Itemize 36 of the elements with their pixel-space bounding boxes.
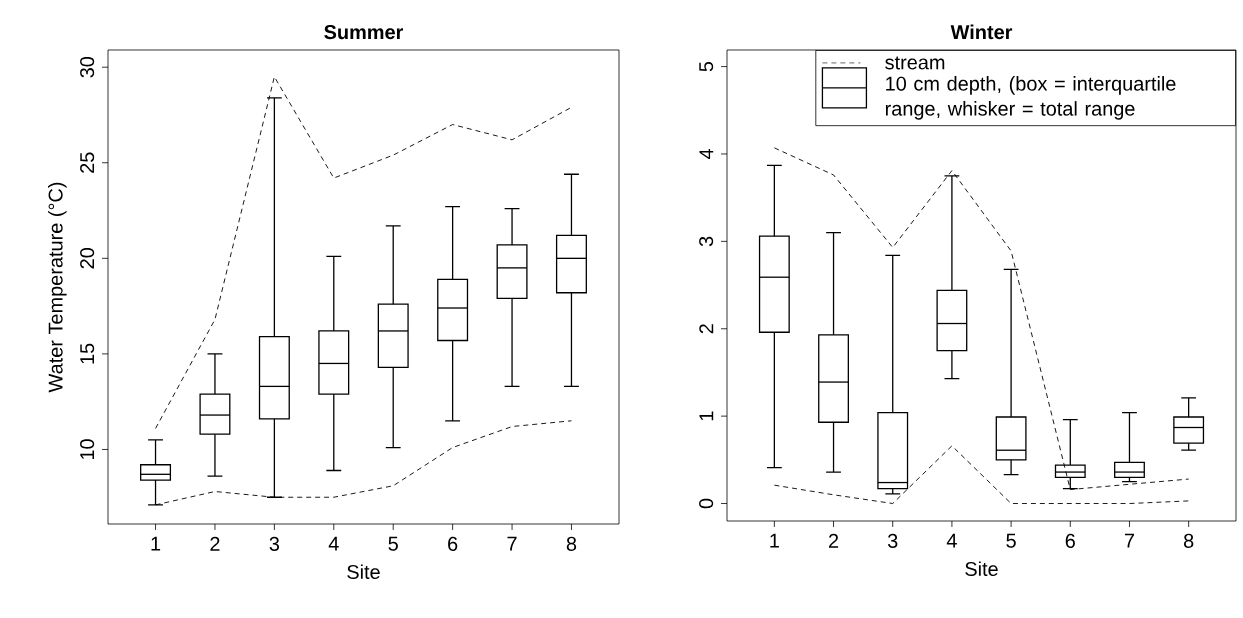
x-tick-label: 5	[1006, 533, 1016, 548]
x-tick-label: 6	[448, 536, 458, 551]
x-tick-label: 5	[388, 536, 398, 551]
x-tick-label: 1	[151, 536, 161, 551]
y-tick-label: 0	[699, 498, 714, 509]
legend-label: 10 cm depth, (box = interquartile range, whisker = total range	[885, 76, 1176, 120]
x-tick-label: 4	[946, 533, 957, 548]
x-tick-label: 7	[1124, 533, 1135, 548]
y-tick-label: 30	[80, 56, 95, 78]
x-tick-label: 7	[507, 536, 517, 551]
y-tick-label: 25	[80, 152, 95, 173]
chart-title: Winter	[950, 24, 1013, 40]
x-tick-label: 8	[1183, 533, 1194, 548]
y-tick-label: 20	[80, 248, 95, 269]
x-tick-label: 8	[566, 536, 577, 551]
x-tick-label: 6	[1065, 533, 1075, 548]
x-axis-title: Site	[347, 564, 380, 580]
chart-title: Summer	[324, 25, 404, 40]
line-series	[155, 76, 572, 429]
y-axis-title: Water Temperature (°C)	[48, 182, 67, 393]
y-tick-label: 2	[699, 324, 714, 334]
x-tick-label: 2	[829, 533, 839, 548]
legend-label: stream	[885, 56, 945, 70]
y-tick-label: 5	[699, 61, 714, 72]
y-tick-label: 4	[699, 149, 714, 160]
y-tick-label: 3	[699, 236, 714, 247]
x-tick-label: 3	[269, 536, 280, 551]
x-tick-label: 1	[770, 533, 779, 548]
y-tick-label: 10	[80, 439, 95, 460]
y-tick-label: 15	[80, 343, 95, 364]
y-tick-label: 1	[699, 411, 714, 421]
x-axis-title: Site	[965, 561, 998, 577]
x-tick-label: 4	[328, 536, 339, 551]
line-series	[773, 147, 1190, 490]
x-tick-label: 2	[210, 536, 220, 551]
x-tick-label: 3	[887, 533, 898, 548]
